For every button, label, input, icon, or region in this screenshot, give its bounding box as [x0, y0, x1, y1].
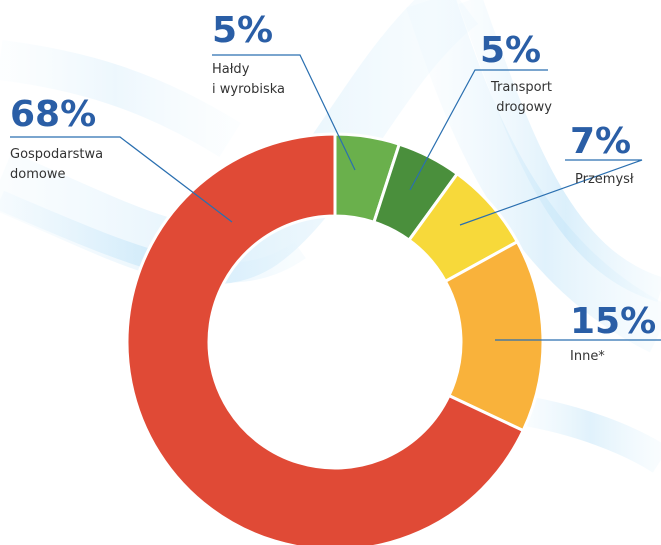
category-label: Inne*: [570, 347, 660, 367]
chart: 5% 5% 7% 15% 68% Hałdy i wyrobiska Transport …: [0, 0, 661, 545]
category-label: Transport drogowy: [452, 78, 552, 118]
value-label: 5%: [212, 10, 273, 51]
value-label: 15%: [570, 301, 656, 342]
value-label: 7%: [570, 121, 631, 162]
donut: [127, 134, 543, 545]
value-label: 5%: [480, 30, 541, 71]
category-label: Gospodarstwa domowe: [10, 145, 150, 185]
category-label: Przemysł: [575, 170, 661, 190]
category-label: Hałdy i wyrobiska: [212, 60, 332, 100]
value-label: 68%: [10, 94, 96, 135]
